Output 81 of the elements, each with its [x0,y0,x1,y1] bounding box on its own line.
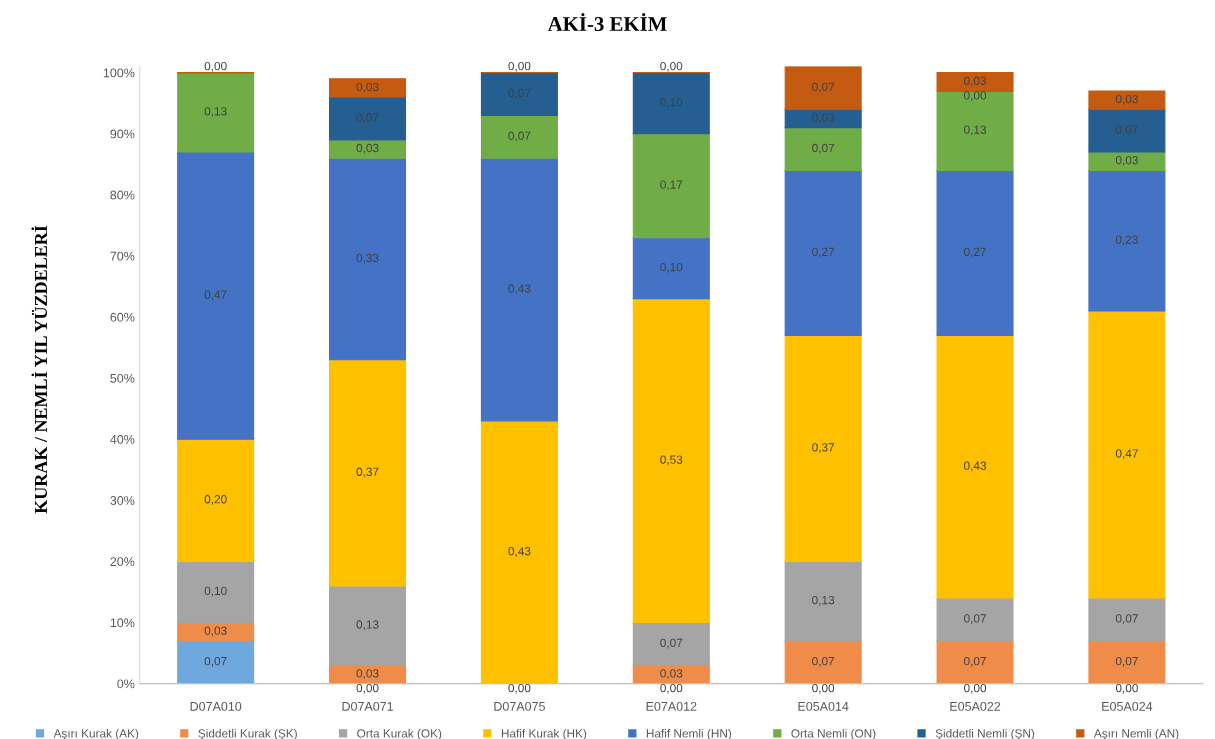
data-label: 0,00 [964,91,987,102]
data-label: 0,10 [660,97,683,108]
data-label: 0,00 [812,683,835,694]
y-tick-label: 40% [110,434,135,444]
data-label: 0,47 [204,290,227,301]
data-label: 0,00 [356,683,379,694]
data-label: 0,03 [812,113,835,123]
y-tick-label: 70% [110,251,135,261]
x-tick-label: D07A071 [342,701,393,711]
x-tick-label: D07A075 [494,701,545,711]
legend-label: Aşırı Nemli (AN) [1093,728,1179,739]
data-label: 0,07 [356,113,379,123]
data-label: 0,00 [1115,683,1138,694]
legend-label: Hafif Kurak (HK) [501,728,587,739]
data-label: 0,07 [204,657,227,667]
data-label: 0,00 [660,683,683,694]
data-label: 0,07 [508,131,531,142]
y-tick-label: 90% [110,129,135,139]
data-label: 0,03 [1115,94,1138,105]
data-label: 0,13 [204,107,227,117]
data-label: 0,07 [1115,614,1138,624]
legend-label: Hafif Nemli (HN) [646,728,732,739]
data-label: 0,00 [964,683,987,694]
data-label: 0,03 [204,626,227,637]
data-label: 0,00 [660,61,683,72]
y-tick-label: 60% [110,312,135,322]
x-tick-label: E05A024 [1102,701,1153,711]
data-label: 0,07 [660,638,683,649]
data-label: 0,00 [508,61,531,72]
y-tick-label: 30% [110,496,135,505]
legend-label: Orta Nemli (ON) [791,728,876,739]
data-label: 0,07 [1115,657,1138,667]
data-label: 0,07 [964,614,986,624]
data-label: 0,07 [812,82,835,93]
data-label: 0,27 [812,247,835,258]
y-tick-label: 0% [117,679,135,689]
data-label: 0,07 [812,143,835,154]
data-label: 0,43 [964,461,987,472]
legend-label: Şiddetli Kurak (ŞK) [198,728,297,739]
legend-label: Şiddetli Nemli (ŞN) [935,728,1035,739]
data-label: 0,27 [964,247,986,258]
legend-label: Aşırı Kurak (AK) [53,728,139,739]
chart-title: AKİ-3 EKİM [547,13,667,32]
data-label: 0,03 [356,82,379,93]
data-label: 0,47 [1115,449,1138,460]
legend-label: Orta Kurak (OK) [357,728,442,739]
x-tick-label: E05A022 [950,701,1001,711]
data-label: 0,10 [660,262,683,273]
data-label: 0,07 [1115,125,1138,136]
y-tick-label: 20% [110,557,135,567]
data-label: 0,07 [812,657,835,667]
x-tick-label: E05A014 [798,701,849,711]
data-label: 0,33 [356,253,379,264]
data-label: 0,53 [660,455,683,466]
y-tick-label: 10% [110,618,135,628]
data-label: 0,03 [964,76,987,87]
x-tick-label: D07A010 [190,701,242,711]
data-label: 0,37 [812,443,835,453]
data-label: 0,37 [356,467,379,478]
y-tick-label: 80% [110,190,135,200]
data-label: 0,03 [660,669,683,679]
data-label: 0,03 [1115,156,1138,166]
data-label: 0,00 [204,61,227,72]
y-axis-title: KURAK / NEMLİ YIL YÜZDELERİ [31,225,48,514]
data-label: 0,13 [812,595,835,606]
y-tick-label: 100% [103,68,135,78]
data-label: 0,00 [508,683,531,694]
data-label: 0,03 [356,669,379,679]
data-label: 0,17 [660,180,683,191]
data-label: 0,03 [356,143,379,154]
y-tick-label: 50% [110,373,135,383]
data-label: 0,43 [508,284,531,295]
data-label: 0,20 [204,495,227,505]
data-label: 0,07 [508,88,531,99]
x-tick-label: E07A012 [646,701,697,711]
data-label: 0,43 [508,547,531,557]
data-label: 0,07 [964,657,986,667]
data-label: 0,13 [964,125,987,136]
data-label: 0,23 [1115,235,1138,246]
data-label: 0,10 [204,586,227,597]
data-label: 0,13 [356,620,379,631]
